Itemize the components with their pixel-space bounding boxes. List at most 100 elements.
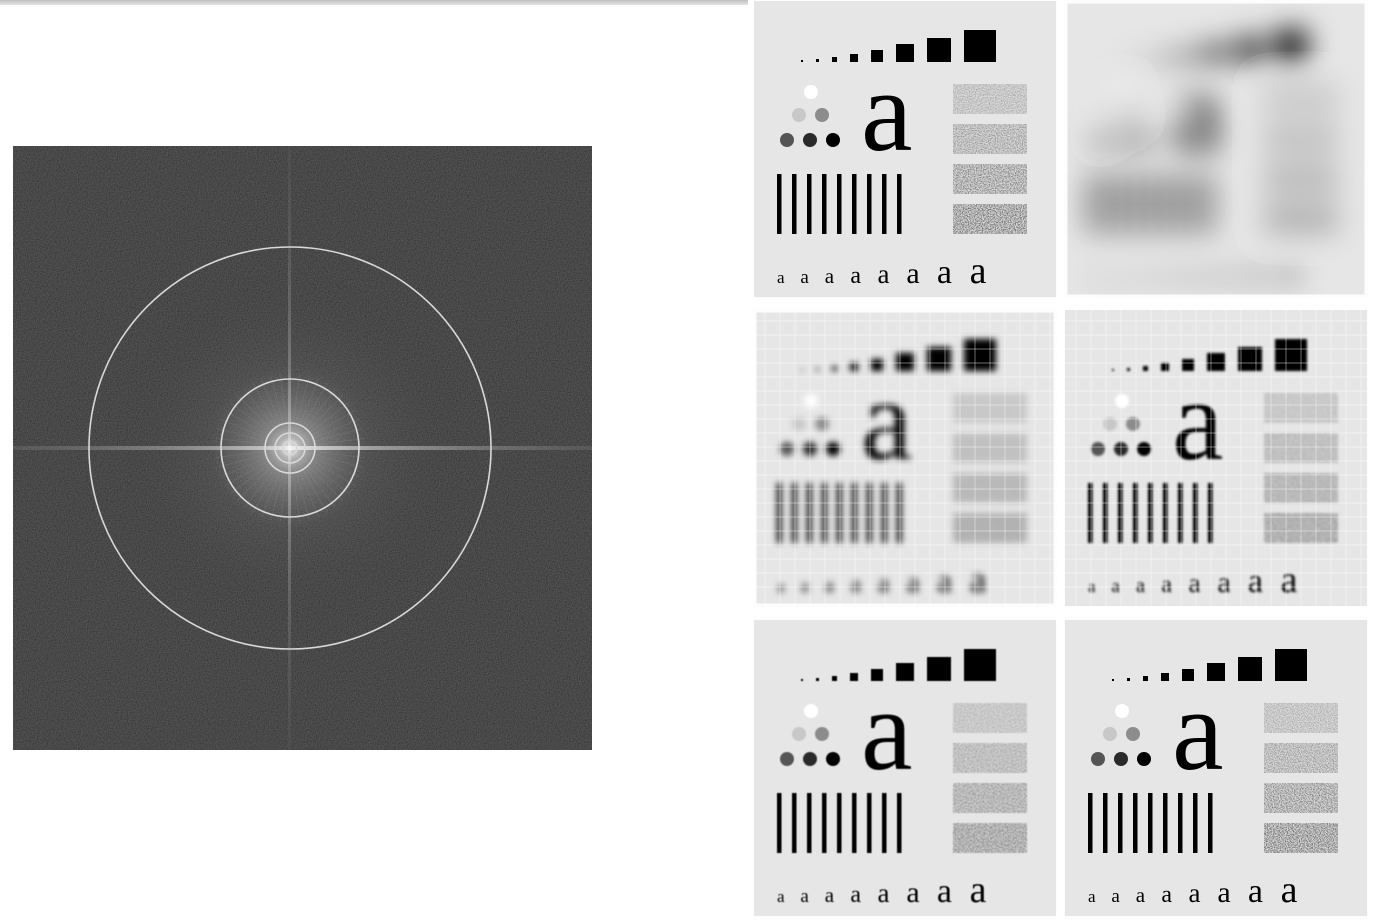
- vertical-bar: [882, 483, 887, 543]
- small-letter-a: a: [906, 566, 919, 599]
- vertical-bar: [1193, 174, 1198, 234]
- small-letter-a: a: [906, 257, 919, 290]
- vertical-bar: [1118, 174, 1123, 234]
- large-letter-a: a: [1172, 667, 1224, 795]
- vertical-bar: [897, 793, 902, 853]
- large-letter-a: a: [861, 667, 913, 795]
- vertical-bar: [807, 174, 812, 234]
- dot-mark: [1115, 704, 1129, 718]
- vertical-bar: [777, 483, 782, 543]
- vertical-bar: [777, 174, 782, 234]
- noise-texture: [1264, 823, 1338, 853]
- square-mark: [927, 657, 951, 681]
- vertical-bar: [807, 483, 812, 543]
- small-letter-a: a: [1136, 264, 1146, 288]
- noise-texture: [953, 783, 1027, 813]
- vertical-bar: [792, 793, 797, 853]
- vertical-bar: [1163, 483, 1168, 543]
- dot-mark: [826, 133, 840, 147]
- noise-texture: [1264, 84, 1338, 114]
- dot-mark: [1126, 727, 1140, 741]
- small-letter-a: a: [850, 882, 861, 908]
- dot-mark: [780, 752, 794, 766]
- vertical-bar: [1193, 793, 1198, 853]
- square-mark: [816, 59, 819, 62]
- vertical-bar: [1148, 483, 1153, 543]
- small-letter-a: a: [850, 263, 861, 289]
- small-letter-a: a: [850, 572, 861, 598]
- vertical-bar: [1208, 174, 1213, 234]
- vertical-bar: [837, 483, 842, 543]
- square-mark: [1112, 369, 1114, 371]
- dot-mark: [1115, 394, 1129, 408]
- vertical-bar: [867, 483, 872, 543]
- small-letter-a: a: [777, 268, 785, 287]
- square-mark: [832, 57, 837, 62]
- square-mark: [850, 54, 858, 62]
- vertical-bar: [792, 483, 797, 543]
- vertical-bar: [1178, 483, 1183, 543]
- small-letter-a: a: [825, 264, 835, 288]
- vertical-bar: [1133, 174, 1138, 234]
- small-letter-a: a: [777, 887, 785, 906]
- small-letter-a: a: [800, 886, 809, 907]
- dot-mark: [826, 442, 840, 456]
- small-letter-a: a: [1111, 886, 1120, 907]
- vertical-bar: [792, 174, 797, 234]
- dot-mark: [1115, 85, 1129, 99]
- vertical-bar: [822, 483, 827, 543]
- vertical-bar: [807, 793, 812, 853]
- vertical-bar: [1103, 174, 1108, 234]
- noise-texture: [953, 204, 1027, 234]
- vertical-bar: [1163, 174, 1168, 234]
- large-letter-a: a: [1172, 357, 1224, 485]
- square-mark: [1238, 657, 1262, 681]
- square-mark: [964, 339, 996, 371]
- vertical-bar: [777, 793, 782, 853]
- dot-mark: [1137, 442, 1151, 456]
- noise-texture: [1264, 743, 1338, 773]
- square-mark: [1161, 363, 1169, 371]
- square-mark: [816, 368, 819, 371]
- small-letter-a: a: [1248, 873, 1263, 910]
- small-letter-a: a: [1088, 887, 1096, 906]
- vertical-bar: [882, 174, 887, 234]
- vertical-bar: [867, 174, 872, 234]
- small-letter-a: a: [1281, 869, 1298, 911]
- vertical-bar: [1208, 793, 1213, 853]
- vertical-bar: [1163, 793, 1168, 853]
- small-letter-a: a: [970, 559, 987, 601]
- small-letter-a: a: [906, 876, 919, 909]
- vertical-bar: [867, 793, 872, 853]
- small-letter-a: a: [878, 259, 890, 289]
- vertical-bar: [822, 174, 827, 234]
- square-mark: [964, 649, 996, 681]
- vertical-bar: [837, 793, 842, 853]
- vertical-bar: [1208, 483, 1213, 543]
- square-mark: [1143, 676, 1148, 681]
- small-letter-a: a: [970, 869, 987, 911]
- square-mark: [832, 366, 837, 371]
- square-mark: [816, 678, 819, 681]
- small-letter-a: a: [1217, 876, 1230, 909]
- panel-filtered-result-5: aaaaaaaaa: [1064, 619, 1368, 917]
- vertical-bar: [1103, 793, 1108, 853]
- square-mark: [1161, 673, 1169, 681]
- dot-mark: [826, 752, 840, 766]
- vertical-bar: [897, 483, 902, 543]
- small-letter-a: a: [1161, 882, 1172, 908]
- small-letter-a: a: [1111, 267, 1120, 288]
- dot-mark: [792, 108, 806, 122]
- vertical-bar: [1088, 174, 1093, 234]
- square-mark: [927, 38, 951, 62]
- large-letter-a: a: [861, 357, 913, 485]
- vertical-bar: [1148, 174, 1153, 234]
- noise-texture: [1264, 783, 1338, 813]
- square-mark: [1275, 30, 1307, 62]
- noise-texture: [953, 84, 1027, 114]
- small-letter-a: a: [937, 873, 952, 910]
- dot-mark: [1114, 133, 1128, 147]
